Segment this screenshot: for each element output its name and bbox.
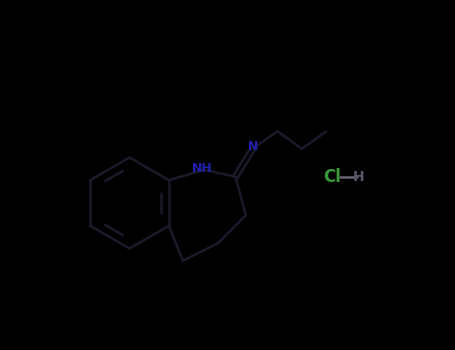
Text: NH: NH: [192, 161, 212, 175]
Text: Cl: Cl: [324, 168, 341, 186]
Text: H: H: [353, 170, 364, 184]
Text: N: N: [248, 140, 258, 154]
